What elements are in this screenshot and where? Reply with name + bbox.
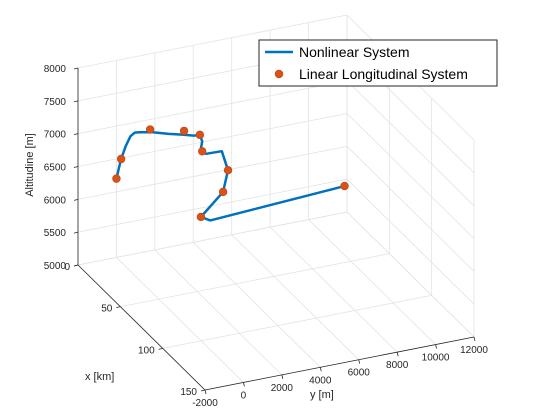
grid-line xyxy=(346,211,475,338)
y-tick-label: 4000 xyxy=(309,375,332,386)
legend-label-linear: Linear Longitudinal System xyxy=(299,66,468,82)
series-marker-point xyxy=(218,187,228,197)
series-marker-point xyxy=(179,126,189,136)
x-tick-label: 100 xyxy=(138,345,155,356)
legend-marker-swatch xyxy=(274,69,284,79)
z-tick-mark xyxy=(73,133,79,136)
x-tick-mark xyxy=(200,389,206,392)
z-tick-mark xyxy=(73,198,79,201)
grid-line xyxy=(346,113,475,239)
y-tick-mark xyxy=(358,359,361,364)
z-tick-mark xyxy=(73,166,79,168)
z-tick-label: 6500 xyxy=(44,163,67,174)
y-tick-mark xyxy=(204,389,207,395)
z-tick-mark xyxy=(73,231,79,234)
z-tick-label: 6000 xyxy=(44,195,67,206)
grid-line xyxy=(77,80,348,135)
z-tick-mark xyxy=(73,100,79,103)
z-tick-label: 7500 xyxy=(44,97,67,108)
x-tick-label: 50 xyxy=(101,304,113,315)
grid-line xyxy=(193,242,321,368)
axes-box xyxy=(73,67,476,395)
legend-label-nonlinear: Nonlinear System xyxy=(299,44,410,60)
grid-line xyxy=(308,219,436,345)
y-tick-mark xyxy=(473,336,476,342)
y-tick-mark xyxy=(243,382,245,387)
y-tick-label: -2000 xyxy=(192,398,218,409)
z-tick-mark xyxy=(73,264,79,267)
y-tick-mark xyxy=(435,344,437,349)
series-marker-point xyxy=(198,147,207,156)
series-marker-point xyxy=(116,154,126,164)
grid-line xyxy=(269,226,398,353)
legend: Nonlinear System Linear Longitudinal Sys… xyxy=(258,39,498,87)
x-tick-mark xyxy=(158,347,163,350)
x-tick-mark xyxy=(116,306,121,309)
grid-line xyxy=(77,14,348,69)
grid-line xyxy=(231,234,359,360)
series-marker-point xyxy=(145,125,155,134)
grid-line xyxy=(77,211,348,266)
y-axis-line xyxy=(204,336,475,391)
z-tick-label: 5500 xyxy=(44,228,67,239)
z-tick-mark xyxy=(73,67,79,70)
grid-line xyxy=(162,294,432,349)
z-tick-label: 5000 xyxy=(44,261,67,272)
series-marker-point xyxy=(223,166,233,175)
y-tick-mark xyxy=(396,352,399,357)
tick-labels: 0 50 100 150-2000 0 2000 4000 6000 8000 10000 1200… xyxy=(44,64,489,409)
grid-line xyxy=(346,146,475,272)
y-tick-label: 10000 xyxy=(422,353,450,364)
x-tick-label: 150 xyxy=(180,387,197,398)
series-line-nonlinear xyxy=(115,130,346,222)
y-tick-label: 2000 xyxy=(271,383,294,394)
plot-series xyxy=(112,125,349,222)
grid-line xyxy=(116,257,244,383)
series-marker-point xyxy=(112,174,121,183)
z-axis-label: Altitudine [m] xyxy=(24,133,36,197)
series-marker-point xyxy=(340,181,349,191)
series-marker-point xyxy=(195,130,205,140)
x-tick-label: 0 xyxy=(64,262,70,273)
x-axis-line xyxy=(77,264,206,391)
z-tick-label: 7000 xyxy=(44,130,67,141)
y-tick-mark xyxy=(319,367,322,372)
grid-line xyxy=(346,80,475,206)
z-tick-label: 8000 xyxy=(44,64,67,75)
series-marker-point xyxy=(196,212,206,222)
grid-line xyxy=(77,145,348,200)
grid-line xyxy=(154,249,283,376)
x-axis-label: x [km] xyxy=(85,371,114,383)
legend-box xyxy=(258,39,498,87)
grid-line xyxy=(120,253,390,308)
y-tick-label: 8000 xyxy=(386,360,409,371)
y-axis-label: y [m] xyxy=(310,389,334,401)
y-tick-label: 0 xyxy=(241,390,247,401)
y-tick-label: 6000 xyxy=(348,368,371,379)
axes-grid xyxy=(77,14,475,391)
y-tick-mark xyxy=(281,374,284,379)
y-tick-label: 12000 xyxy=(460,345,488,356)
grid-line xyxy=(346,178,475,305)
